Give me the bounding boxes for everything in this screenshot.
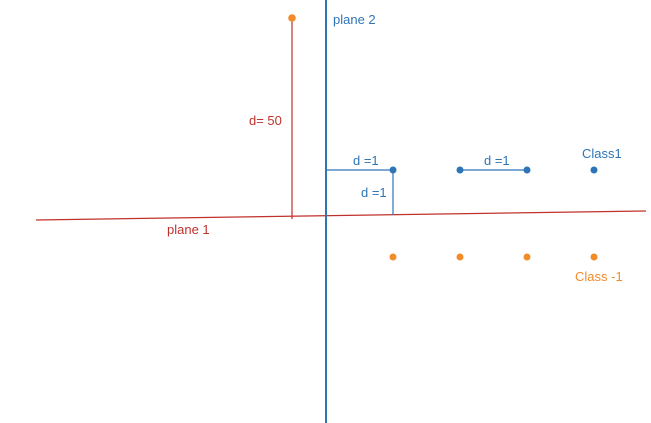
class1-point [456,166,464,174]
distance-1-vertical-label: d =1 [361,185,387,200]
class1-label: Class1 [582,146,622,161]
class-neg1-label: Class -1 [575,269,623,284]
plane-1-label: plane 1 [167,222,210,237]
outlier-point [288,14,296,22]
class1-point [389,166,397,174]
class1-point [523,166,531,174]
plane-1-line [35,210,647,221]
class-neg1-point [456,253,464,261]
class-neg1-point [389,253,397,261]
class-neg1-point [590,253,598,261]
distance-1-horizontal-right-label: d =1 [484,153,510,168]
plane-2-label: plane 2 [333,12,376,27]
class1-point [590,166,598,174]
class-neg1-point [523,253,531,261]
distance-1-horizontal-left-label: d =1 [353,153,379,168]
distance-50-label: d= 50 [249,113,282,128]
